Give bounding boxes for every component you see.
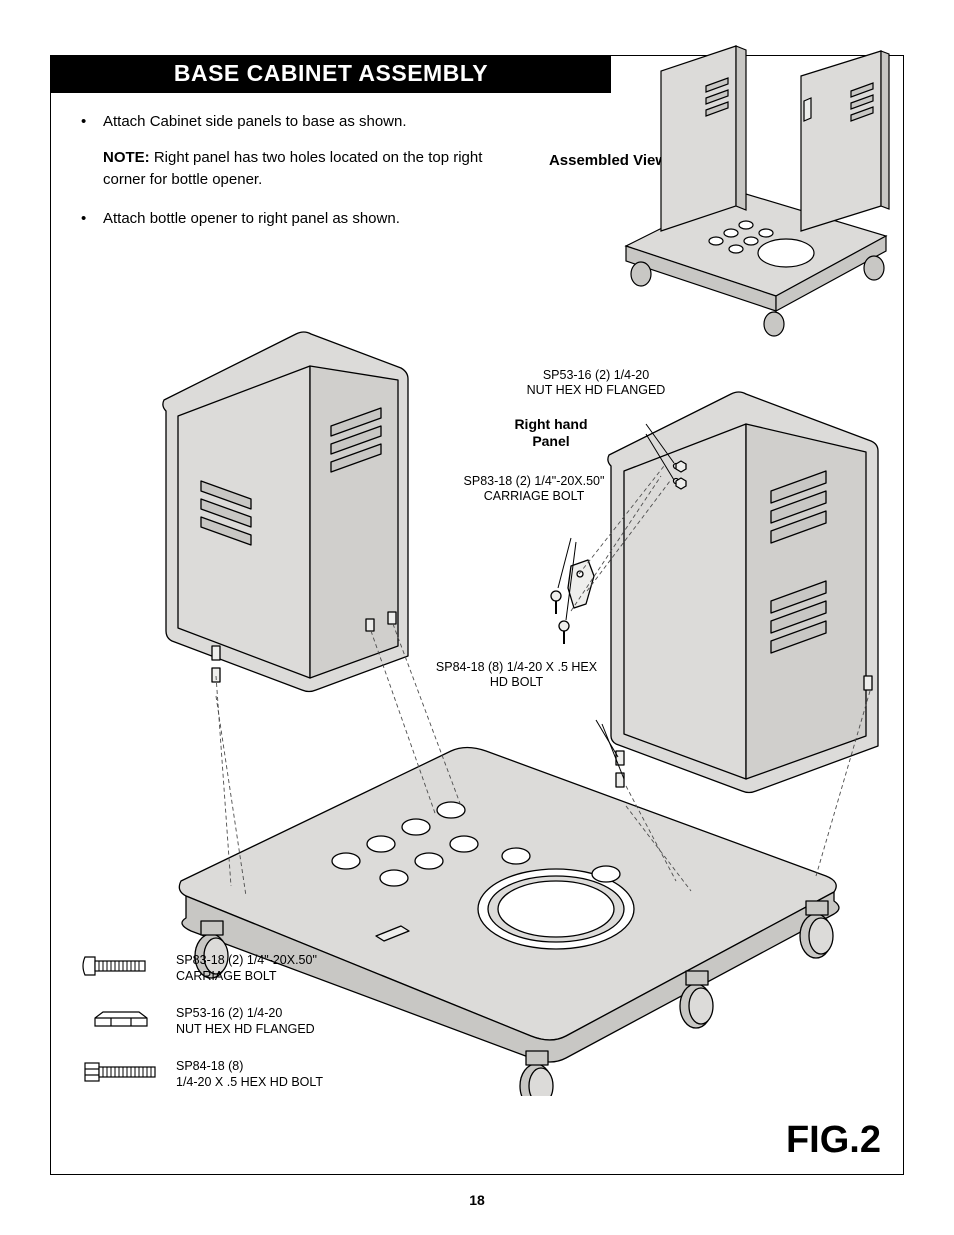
callout-right-panel: Right hand Panel	[496, 416, 606, 450]
callout-nut: SP53-16 (2) 1/4-20 NUT HEX HD FLANGED	[511, 368, 681, 398]
figure-label: FIG.2	[786, 1119, 881, 1162]
section-title: BASE CABINET ASSEMBLY	[51, 56, 611, 93]
part-2-line-1: SP53-16 (2) 1/4-20	[176, 1006, 282, 1020]
left-panel	[163, 332, 408, 692]
bullet-dot: •	[81, 208, 103, 230]
part-2-line-2: NUT HEX HD FLANGED	[176, 1022, 315, 1036]
page-number: 18	[0, 1192, 954, 1208]
part-3-line-2: 1/4-20 X .5 HEX HD BOLT	[176, 1075, 323, 1089]
callout-carriage-bolt: SP83-18 (2) 1/4"-20X.50" CARRIAGE BOLT	[449, 474, 619, 504]
part-1-line-2: CARRIAGE BOLT	[176, 969, 276, 983]
bullet-dot: •	[81, 111, 103, 133]
callout-hex-bolt: SP84-18 (8) 1/4-20 X .5 HEX HD BOLT	[409, 660, 624, 690]
carriage-bolt-icon	[81, 951, 166, 986]
instruction-2: Attach bottle opener to right panel as s…	[103, 208, 400, 230]
hex-nut-icon	[81, 1004, 166, 1039]
assembled-view-diagram	[606, 16, 906, 346]
note-text: Right panel has two holes located on the…	[103, 149, 482, 188]
hex-bolt-icon	[81, 1057, 166, 1092]
instruction-1: Attach Cabinet side panels to base as sh…	[103, 111, 407, 133]
part-1-line-1: SP83-18 (2) 1/4"-20X.50"	[176, 953, 317, 967]
instruction-block: • Attach Cabinet side panels to base as …	[81, 111, 501, 244]
bottle-opener	[568, 560, 594, 608]
part-3-line-1: SP84-18 (8)	[176, 1059, 243, 1073]
note-label: NOTE:	[103, 149, 150, 166]
right-panel	[608, 392, 878, 793]
parts-list: SP83-18 (2) 1/4"-20X.50" CARRIAGE BOLT S…	[81, 951, 401, 1110]
